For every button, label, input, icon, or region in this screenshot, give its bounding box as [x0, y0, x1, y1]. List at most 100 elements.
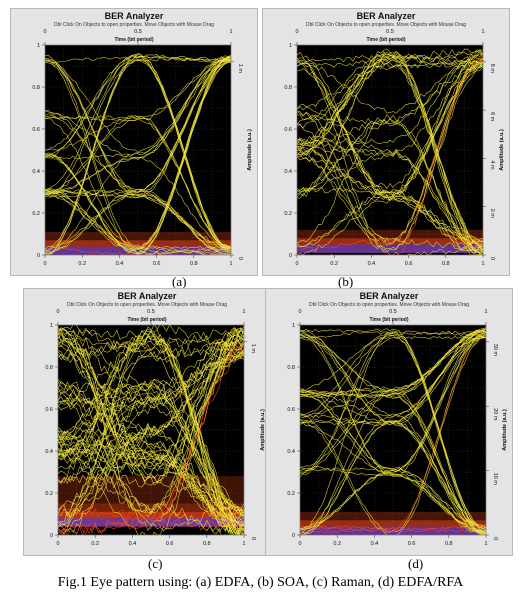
right-axis-title: Amplitude (a.u.) [247, 129, 253, 171]
eye-trace [300, 524, 486, 533]
x-tick-label: 1 [484, 541, 487, 547]
eye-trace [58, 519, 244, 535]
y-tick-label: 1 [37, 43, 40, 49]
eye-chart-c[interactable]: 0 0.2 0.4 0.6 0.8 1 0 0.5 1 0 0.2 0.4 0.6 0.8 1 0 1 m Amp… [24, 289, 272, 557]
eye-traces [58, 325, 244, 535]
eye-panel-c: BER Analyzer Dbl Click On Objects to ope… [23, 288, 271, 556]
eye-trace [62, 426, 244, 535]
panel-title: BER Analyzer [359, 291, 419, 301]
y-right-tick-label: 20 m [492, 408, 498, 421]
eye-chart-d[interactable]: 0 0.2 0.4 0.6 0.8 1 0 0.5 1 0 0.2 0.4 0.6 0.8 1 0 10 m 20… [266, 289, 514, 557]
eye-trace [300, 327, 486, 473]
x-tick-label: 1 [481, 261, 484, 267]
eye-trace [45, 116, 231, 249]
top-axis-title: Time (bit period) [366, 37, 406, 43]
x-top-tick-label: 1 [481, 29, 484, 35]
eye-trace [58, 383, 244, 535]
eye-trace [300, 332, 486, 533]
x-tick-label: 1 [229, 261, 232, 267]
eye-trace [45, 194, 231, 254]
eye-chart-a[interactable]: 0 0.2 0.4 0.6 0.8 1 0 0.5 1 0 0.2 0.4 0.6 0.8 1 0 1 m Amp… [11, 9, 259, 277]
eye-trace [45, 55, 231, 64]
eye-trace [300, 336, 486, 473]
y-right-tick-label: 0 [250, 537, 256, 540]
eye-trace [45, 53, 231, 156]
x-tick-label: 0.8 [190, 261, 198, 267]
eye-trace [58, 351, 244, 530]
eye-trace [45, 154, 231, 255]
eye-trace [300, 330, 486, 535]
y-right-tick-label: 0 [237, 257, 243, 260]
x-tick-label: 0.4 [116, 261, 124, 267]
y-right-tick-label: 30 m [492, 344, 498, 357]
eye-trace [45, 59, 231, 255]
eye-trace [300, 334, 486, 533]
eye-trace [58, 332, 244, 516]
eye-trace [45, 56, 231, 198]
eye-trace [45, 53, 231, 250]
x-tick-label: 0 [56, 541, 59, 547]
eye-trace [58, 387, 244, 521]
eye-trace [58, 331, 244, 535]
eye-trace [45, 57, 231, 153]
top-axis-title: Time (bit period) [369, 317, 409, 323]
x-tick-label: 0 [43, 261, 46, 267]
caption-a: (a) [172, 274, 187, 289]
eye-trace [300, 331, 486, 535]
x-top-tick-label: 1 [242, 309, 245, 315]
eye-trace [45, 59, 231, 254]
eye-trace [300, 471, 486, 533]
top-axis-title: Time (bit period) [114, 37, 154, 43]
eye-trace [297, 61, 483, 152]
eye-trace [297, 59, 483, 247]
y-tick-label: 1 [50, 323, 53, 329]
y-right-tick-label: 0 [489, 257, 495, 260]
x-tick-label: 0.2 [333, 541, 341, 547]
noise-band [58, 518, 244, 527]
eye-trace [300, 420, 486, 535]
eye-trace [58, 439, 241, 535]
eye-trace [297, 51, 483, 145]
eye-chart-b[interactable]: 0 0.2 0.4 0.6 0.8 1 0 0.5 1 0 0.2 0.4 0.6 0.8 1 0 2 m 4 m… [263, 9, 511, 277]
eye-trace [58, 325, 244, 358]
eye-trace [45, 56, 231, 199]
eye-trace [45, 61, 231, 194]
eye-trace [297, 51, 483, 248]
x-top-tick-label: 0.5 [386, 29, 394, 35]
eye-trace [45, 55, 231, 252]
x-tick-label: 0.4 [368, 261, 376, 267]
y-right-tick-label: 6 m [489, 112, 495, 122]
eye-trace [45, 59, 231, 251]
eye-trace [58, 345, 244, 517]
y-tick-label: 0.8 [284, 85, 292, 91]
y-tick-label: 0 [37, 253, 40, 259]
x-tick-label: 0.6 [405, 261, 413, 267]
eye-trace [58, 327, 244, 352]
y-right-tick-label: 0 [492, 537, 498, 540]
x-tick-label: 1 [242, 541, 245, 547]
eye-trace [300, 389, 486, 532]
x-top-tick-label: 0.5 [134, 29, 142, 35]
y-tick-label: 0.4 [32, 169, 40, 175]
eye-trace [45, 189, 231, 255]
noise-band [45, 246, 231, 255]
eye-trace [300, 328, 486, 534]
y-tick-label: 0.6 [284, 127, 292, 133]
eye-panel-b: BER Analyzer Dbl Click On Objects to ope… [262, 8, 510, 276]
y-tick-label: 1 [292, 323, 295, 329]
right-axis-title: Amplitude (a.u.) [502, 409, 508, 451]
y-tick-label: 0.2 [32, 211, 40, 217]
y-tick-label: 0.8 [287, 365, 295, 371]
x-top-tick-label: 0 [295, 29, 298, 35]
eye-trace [297, 52, 483, 190]
eye-trace [297, 51, 483, 198]
eye-trace [45, 54, 231, 248]
eye-trace [58, 345, 244, 522]
eye-trace [297, 59, 483, 254]
panel-title: BER Analyzer [104, 11, 164, 21]
x-tick-label: 0.8 [442, 261, 450, 267]
x-tick-label: 0.4 [371, 541, 379, 547]
eye-trace [58, 381, 244, 532]
y-right-tick-label: 2 m [489, 209, 495, 219]
panel-hint: Dbl Click On Objects to open properties.… [308, 302, 470, 308]
